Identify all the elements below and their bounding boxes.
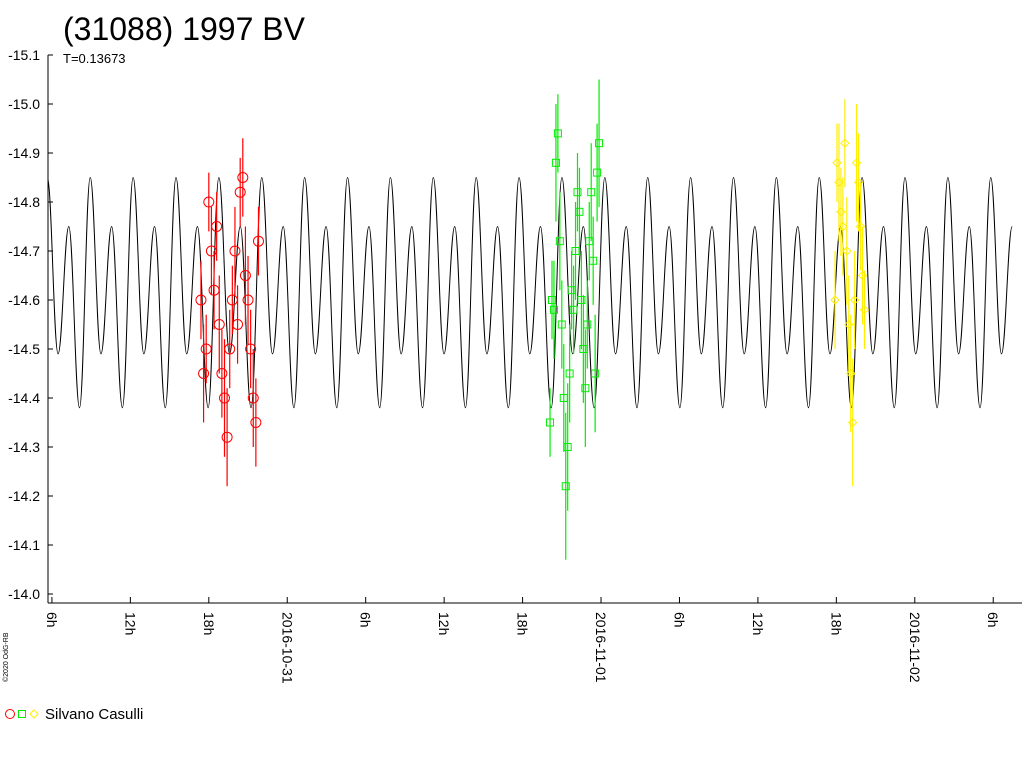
data-point	[577, 296, 586, 304]
data-point	[203, 196, 215, 208]
chart-title: (31088) 1997 BV	[63, 11, 306, 47]
data-point	[247, 392, 259, 404]
x-tick-label: 2016-10-31	[279, 612, 295, 684]
model-curve	[48, 176, 1013, 409]
data-point	[844, 319, 854, 330]
data-point	[589, 256, 598, 265]
data-point	[242, 294, 254, 306]
chart-subtitle: T=0.13673	[63, 51, 126, 66]
data-point	[250, 417, 262, 428]
data-point	[549, 305, 558, 314]
y-tick-label: -14.7	[8, 243, 40, 259]
data-point	[583, 320, 592, 329]
legend-marker	[18, 710, 26, 718]
x-tick-label: 12h	[750, 612, 766, 635]
data-point	[842, 246, 852, 256]
y-tick-label: -14.1	[8, 537, 40, 553]
data-point	[218, 392, 230, 404]
data-layer	[195, 79, 870, 560]
data-point	[591, 369, 600, 378]
x-tick-label: 2016-11-02	[907, 612, 923, 683]
data-point	[229, 245, 241, 257]
data-point	[595, 139, 604, 148]
x-tick-label: 18h	[515, 612, 531, 635]
data-point	[859, 305, 870, 315]
y-tick-label: -14.4	[8, 390, 40, 406]
y-tick-label: -14.8	[8, 194, 40, 210]
data-point	[195, 294, 207, 306]
data-point	[587, 188, 596, 197]
x-tick-label: 2016-11-01	[593, 612, 609, 683]
data-point	[593, 168, 602, 177]
data-point	[832, 158, 842, 168]
data-point	[853, 177, 864, 188]
data-point	[221, 431, 233, 443]
data-point	[234, 186, 246, 198]
data-point	[855, 221, 866, 232]
curve-layer	[48, 176, 1013, 409]
data-point	[840, 138, 850, 148]
data-point	[846, 368, 856, 379]
data-point	[551, 158, 560, 167]
data-point	[232, 319, 244, 330]
data-point	[563, 443, 572, 451]
x-tick-label: 6h	[671, 612, 687, 628]
data-point	[224, 343, 236, 355]
data-point	[569, 305, 578, 314]
data-point	[553, 129, 562, 138]
data-point	[849, 295, 860, 305]
copyright: ©2020 OdG-RB	[2, 632, 10, 682]
data-point	[245, 343, 257, 355]
data-point	[239, 270, 251, 281]
y-tick-label: -14.2	[8, 488, 40, 504]
y-tick-label: -14.0	[8, 586, 40, 602]
x-tick-label: 6h	[44, 612, 60, 628]
data-point	[198, 368, 210, 379]
y-tick-label: -14.5	[8, 341, 40, 357]
y-tick-label: -14.9	[8, 145, 40, 161]
y-tick-label: -15.1	[8, 47, 40, 63]
x-tick-label: 12h	[436, 612, 452, 635]
data-point	[834, 177, 844, 188]
x-tick-label: 12h	[122, 612, 138, 635]
y-tick-label: -14.6	[8, 292, 40, 308]
data-point	[830, 295, 840, 305]
data-point	[838, 221, 848, 232]
data-point	[252, 235, 264, 247]
legend-label: Silvano Casulli	[45, 706, 143, 723]
data-point	[836, 207, 846, 217]
data-point	[857, 270, 868, 281]
data-point	[575, 207, 584, 216]
y-tick-label: -14.3	[8, 439, 40, 455]
x-tick-label: 18h	[201, 612, 217, 635]
legend-marker	[5, 709, 15, 719]
y-tick-label: -15.0	[8, 96, 40, 112]
data-point	[546, 418, 555, 427]
data-point	[211, 221, 223, 232]
data-point	[581, 384, 590, 393]
data-point	[557, 320, 566, 329]
data-point	[237, 172, 249, 183]
data-point	[847, 417, 858, 428]
x-tick-label: 18h	[828, 612, 844, 635]
data-point	[561, 482, 570, 491]
data-point	[200, 343, 212, 355]
data-point	[213, 319, 225, 330]
data-point	[555, 237, 564, 246]
data-point	[216, 368, 228, 379]
x-tick-label: 6h	[985, 612, 1001, 628]
data-point	[565, 369, 574, 378]
x-tick-label: 6h	[358, 612, 374, 628]
data-point	[851, 158, 862, 168]
data-point	[573, 188, 582, 197]
legend-marker	[29, 709, 39, 719]
data-point	[547, 296, 556, 304]
